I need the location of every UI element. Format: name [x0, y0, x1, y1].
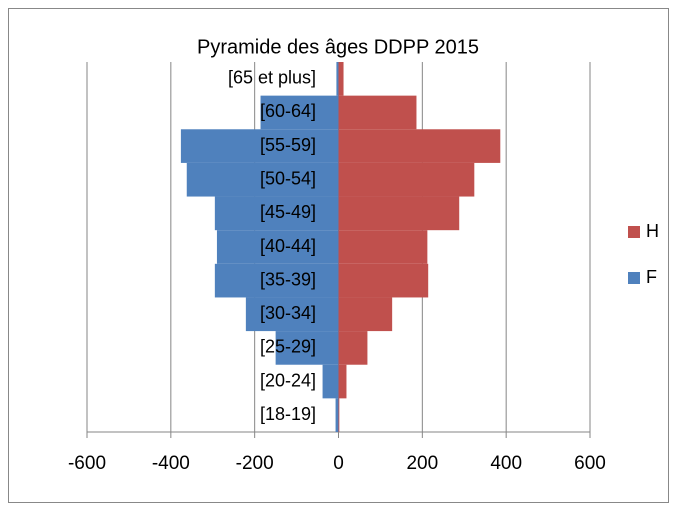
legend-swatch — [628, 272, 640, 284]
bar — [275, 331, 339, 365]
bar — [338, 162, 475, 197]
y-tick-label: [65 et plus] — [228, 68, 316, 88]
bar — [338, 297, 393, 332]
y-tick-label: [40-44] — [260, 236, 316, 256]
bar — [180, 129, 339, 163]
bar — [338, 364, 347, 399]
y-tick-label: [18-19] — [260, 404, 316, 424]
bar — [338, 129, 501, 163]
bar — [216, 230, 339, 264]
y-tick-label: [50-54] — [260, 168, 316, 188]
bar — [338, 230, 428, 264]
x-tick-label: 200 — [406, 453, 438, 474]
y-tick-label: [30-34] — [260, 303, 316, 323]
bar — [338, 331, 368, 365]
y-tick-label: [60-64] — [260, 101, 316, 121]
x-tick-label: -200 — [236, 453, 274, 474]
x-tick-label: 0 — [333, 453, 344, 474]
legend-label: H — [646, 221, 659, 241]
legend-swatch — [628, 226, 640, 238]
y-tick-label: [55-59] — [260, 135, 316, 155]
bar — [186, 162, 339, 197]
x-tick-label: -600 — [68, 453, 106, 474]
bar — [338, 62, 344, 96]
x-tick-label: 400 — [490, 453, 522, 474]
bar — [322, 364, 339, 399]
bar — [338, 398, 340, 432]
legend-label: F — [646, 267, 657, 287]
chart-title: Pyramide des âges DDPP 2015 — [197, 36, 479, 58]
bar — [338, 263, 429, 298]
y-tick-label: [45-49] — [260, 202, 316, 222]
bar — [338, 95, 417, 130]
y-tick-label: [20-24] — [260, 370, 316, 390]
bar — [245, 297, 339, 332]
x-tick-label: 600 — [574, 453, 606, 474]
y-tick-label: [25-29] — [260, 337, 316, 357]
bar — [336, 62, 339, 96]
y-tick-label: [35-39] — [260, 269, 316, 289]
x-tick-label: -400 — [152, 453, 190, 474]
bar — [338, 196, 460, 231]
bar — [335, 398, 339, 432]
bar — [214, 263, 339, 298]
bar — [214, 196, 339, 231]
bar — [260, 95, 339, 130]
